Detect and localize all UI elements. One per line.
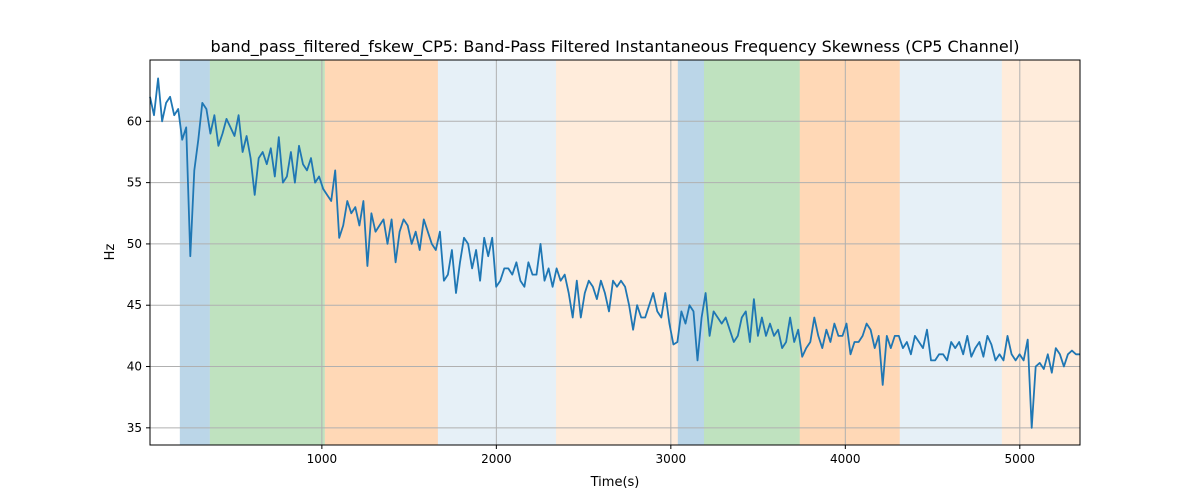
data-line xyxy=(149,77,1080,429)
plot-frame xyxy=(149,59,1081,446)
shaded-span xyxy=(677,60,704,445)
shaded-span xyxy=(703,60,800,445)
x-tick-label: 3000 xyxy=(656,452,687,466)
x-tick-label: 5000 xyxy=(1005,452,1036,466)
shaded-span xyxy=(556,60,678,445)
shaded-span xyxy=(324,60,438,445)
shaded-span xyxy=(799,60,900,445)
x-tick-label: 2000 xyxy=(481,452,512,466)
y-tick-label: 40 xyxy=(127,360,142,374)
x-axis-label: Time(s) xyxy=(590,475,640,490)
shaded-span xyxy=(437,60,557,445)
shaded-span xyxy=(179,60,210,445)
y-tick-label: 50 xyxy=(127,237,142,251)
x-tick-label: 4000 xyxy=(830,452,861,466)
y-tick-label: 60 xyxy=(127,114,142,128)
shaded-span xyxy=(899,60,1002,445)
chart-title: band_pass_filtered_fskew_CP5: Band-Pass … xyxy=(211,37,1020,57)
shaded-span xyxy=(209,60,325,445)
x-tick-label: 1000 xyxy=(307,452,338,466)
y-tick-label: 35 xyxy=(127,421,142,435)
y-tick-label: 45 xyxy=(127,298,142,312)
y-axis-label: Hz xyxy=(103,244,118,261)
shaded-span xyxy=(1001,60,1080,445)
y-tick-label: 55 xyxy=(127,176,142,190)
